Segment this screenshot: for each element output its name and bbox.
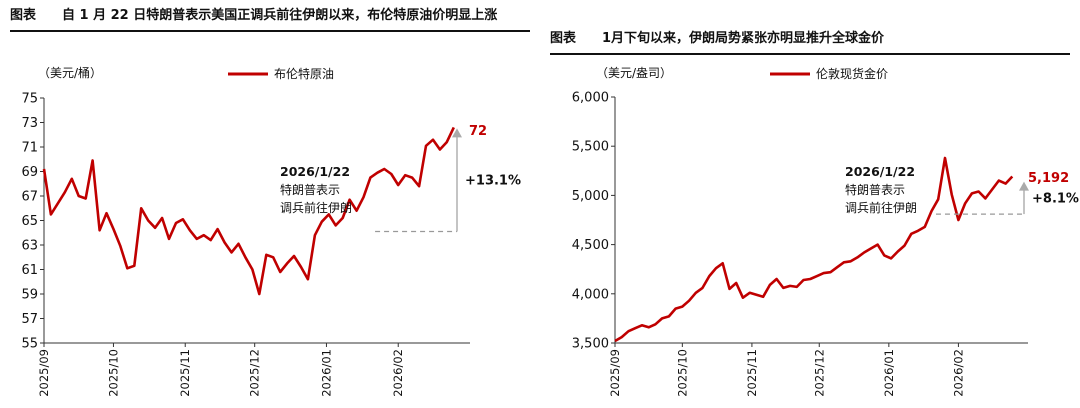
x-tick-label: 2026/02 <box>391 349 405 397</box>
chart-title-label: 图表 <box>550 31 577 46</box>
chart-title: 图表 自 1 月 22 日特朗普表示美国正调兵前往伊朗以来，布伦特原油价明显上涨 <box>10 4 530 32</box>
x-tick-label: 2025/12 <box>812 349 826 397</box>
gold-chart-panel: 图表 1月下旬以来，伊朗局势紧张亦明显推升全球金价 3,500 4,000 4,500… <box>540 0 1080 408</box>
x-tick-label: 2025/11 <box>178 349 192 397</box>
chart-title-text: 1月下旬以来，伊朗局势紧张亦明显推升全球金价 <box>602 31 885 46</box>
event-text-line: 调兵前往伊朗 <box>845 200 917 215</box>
y-tick-label: 55 <box>21 337 38 352</box>
x-tick-label: 2026/02 <box>951 349 965 397</box>
legend-label: 伦敦现货金价 <box>816 66 888 81</box>
y-tick-label: 57 <box>21 312 38 327</box>
last-value-label: 72 <box>469 124 487 139</box>
chart-title-label: 图表 <box>10 8 37 23</box>
y-tick-label: 3,500 <box>572 337 609 352</box>
y-tick-label: 67 <box>21 190 38 205</box>
y-tick-label: 61 <box>21 263 38 278</box>
event-text-line: 调兵前往伊朗 <box>280 200 352 215</box>
brent-chart: 55 57 59 61 63 65 67 69 71 73 75 2025/09 2025/10 2025… <box>21 65 521 397</box>
y-tick-label: 5,500 <box>572 140 609 155</box>
x-tick-label: 2025/12 <box>248 349 262 397</box>
change-percent-label: +8.1% <box>1032 191 1079 206</box>
event-date-label: 2026/1/22 <box>280 164 350 179</box>
x-tick-label: 2025/10 <box>675 349 689 397</box>
y-tick-label: 6,000 <box>572 91 609 106</box>
x-tick-label: 2025/10 <box>106 349 120 397</box>
chart-title-text: 自 1 月 22 日特朗普表示美国正调兵前往伊朗以来，布伦特原油价明显上涨 <box>62 8 498 23</box>
change-arrow-head <box>452 128 462 138</box>
y-tick-label: 4,500 <box>572 238 609 253</box>
y-tick-label: 75 <box>21 92 38 107</box>
y-unit-label: （美元/盎司） <box>596 66 672 80</box>
y-tick-label: 63 <box>21 239 38 254</box>
x-tick-label: 2026/01 <box>882 349 896 397</box>
change-arrow-head <box>1019 181 1029 191</box>
y-tick-label: 65 <box>21 214 38 229</box>
y-tick-label: 5,000 <box>572 189 609 204</box>
y-tick-label: 59 <box>21 288 38 303</box>
y-unit-label: （美元/桶） <box>38 65 102 80</box>
y-tick-label: 69 <box>21 165 38 180</box>
x-tick-label: 2025/09 <box>37 349 51 397</box>
last-value-label: 5,192 <box>1028 171 1069 186</box>
y-tick-label: 4,000 <box>572 287 609 302</box>
y-tick-label: 71 <box>21 141 38 156</box>
series-line <box>614 156 1014 343</box>
x-tick-label: 2025/09 <box>608 349 622 397</box>
event-date-label: 2026/1/22 <box>845 164 915 179</box>
brent-chart-panel: 图表自 1 月 22 日特朗普表示美国正调兵前往伊朗以来，布伦特原油价明显上涨 … <box>10 4 530 397</box>
y-tick-label: 73 <box>21 116 38 131</box>
x-tick-label: 2025/11 <box>745 349 759 397</box>
series-line <box>42 126 455 296</box>
legend-label: 布伦特原油 <box>274 66 334 81</box>
event-text-line: 特朗普表示 <box>845 182 905 197</box>
chart-title: 图表 1月下旬以来，伊朗局势紧张亦明显推升全球金价 <box>550 27 1070 55</box>
x-tick-label: 2026/01 <box>319 349 333 397</box>
event-text-line: 特朗普表示 <box>280 182 340 197</box>
gold-chart: 3,500 4,000 4,500 5,000 5,500 6,000 2025/09 202… <box>572 66 1079 397</box>
change-percent-label: +13.1% <box>465 173 521 188</box>
